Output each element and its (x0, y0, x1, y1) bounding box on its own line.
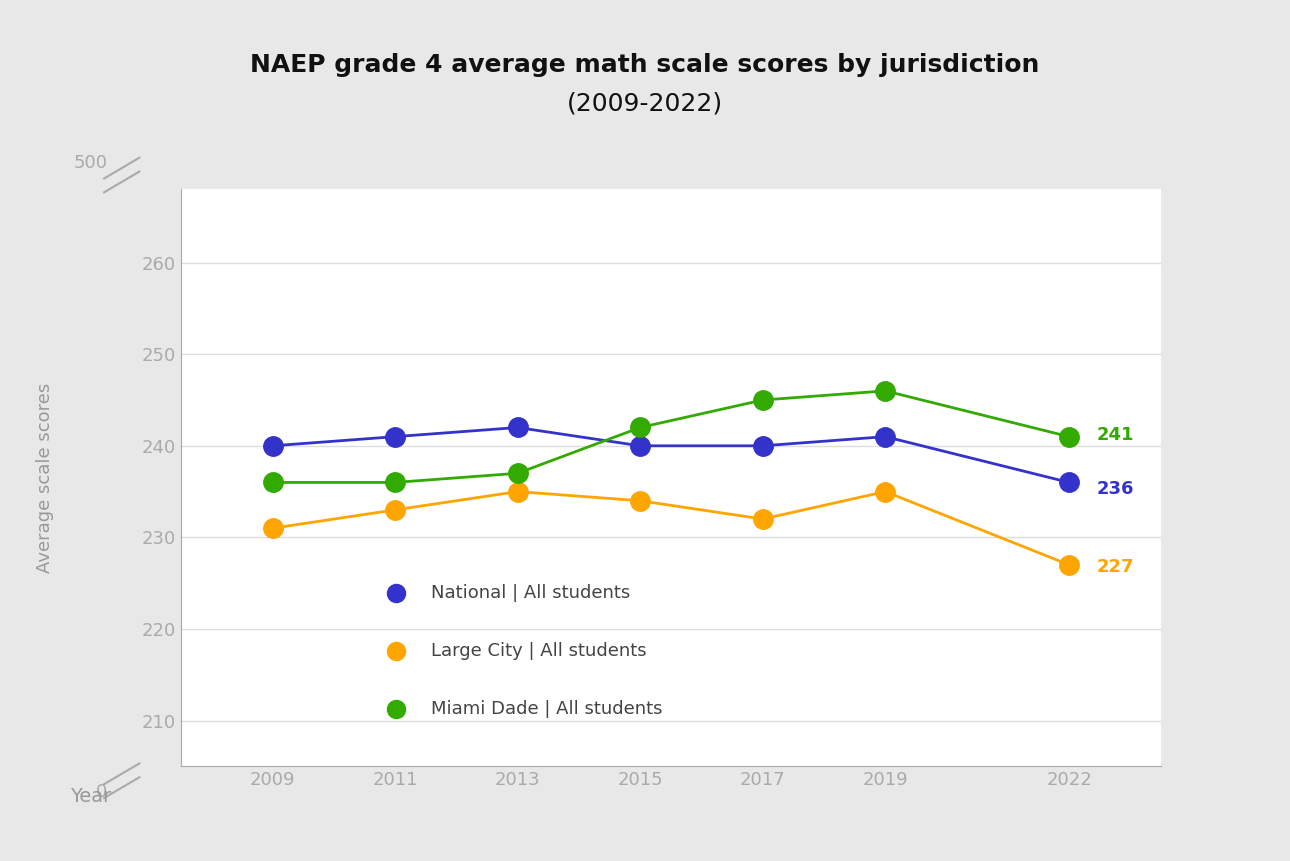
Text: NAEP grade 4 average math scale scores by jurisdiction: NAEP grade 4 average math scale scores b… (250, 53, 1040, 77)
Text: Average scale scores: Average scale scores (36, 383, 54, 573)
Text: Miami Dade | All students: Miami Dade | All students (431, 700, 662, 717)
Text: 500: 500 (74, 154, 107, 172)
Text: 236: 236 (1096, 480, 1134, 498)
Text: 227: 227 (1096, 558, 1134, 576)
Text: (2009-2022): (2009-2022) (566, 91, 724, 115)
Text: 0: 0 (95, 784, 107, 802)
Text: 241: 241 (1096, 426, 1134, 443)
Text: National | All students: National | All students (431, 585, 630, 602)
Text: Year: Year (70, 787, 111, 806)
Text: Large City | All students: Large City | All students (431, 642, 646, 660)
